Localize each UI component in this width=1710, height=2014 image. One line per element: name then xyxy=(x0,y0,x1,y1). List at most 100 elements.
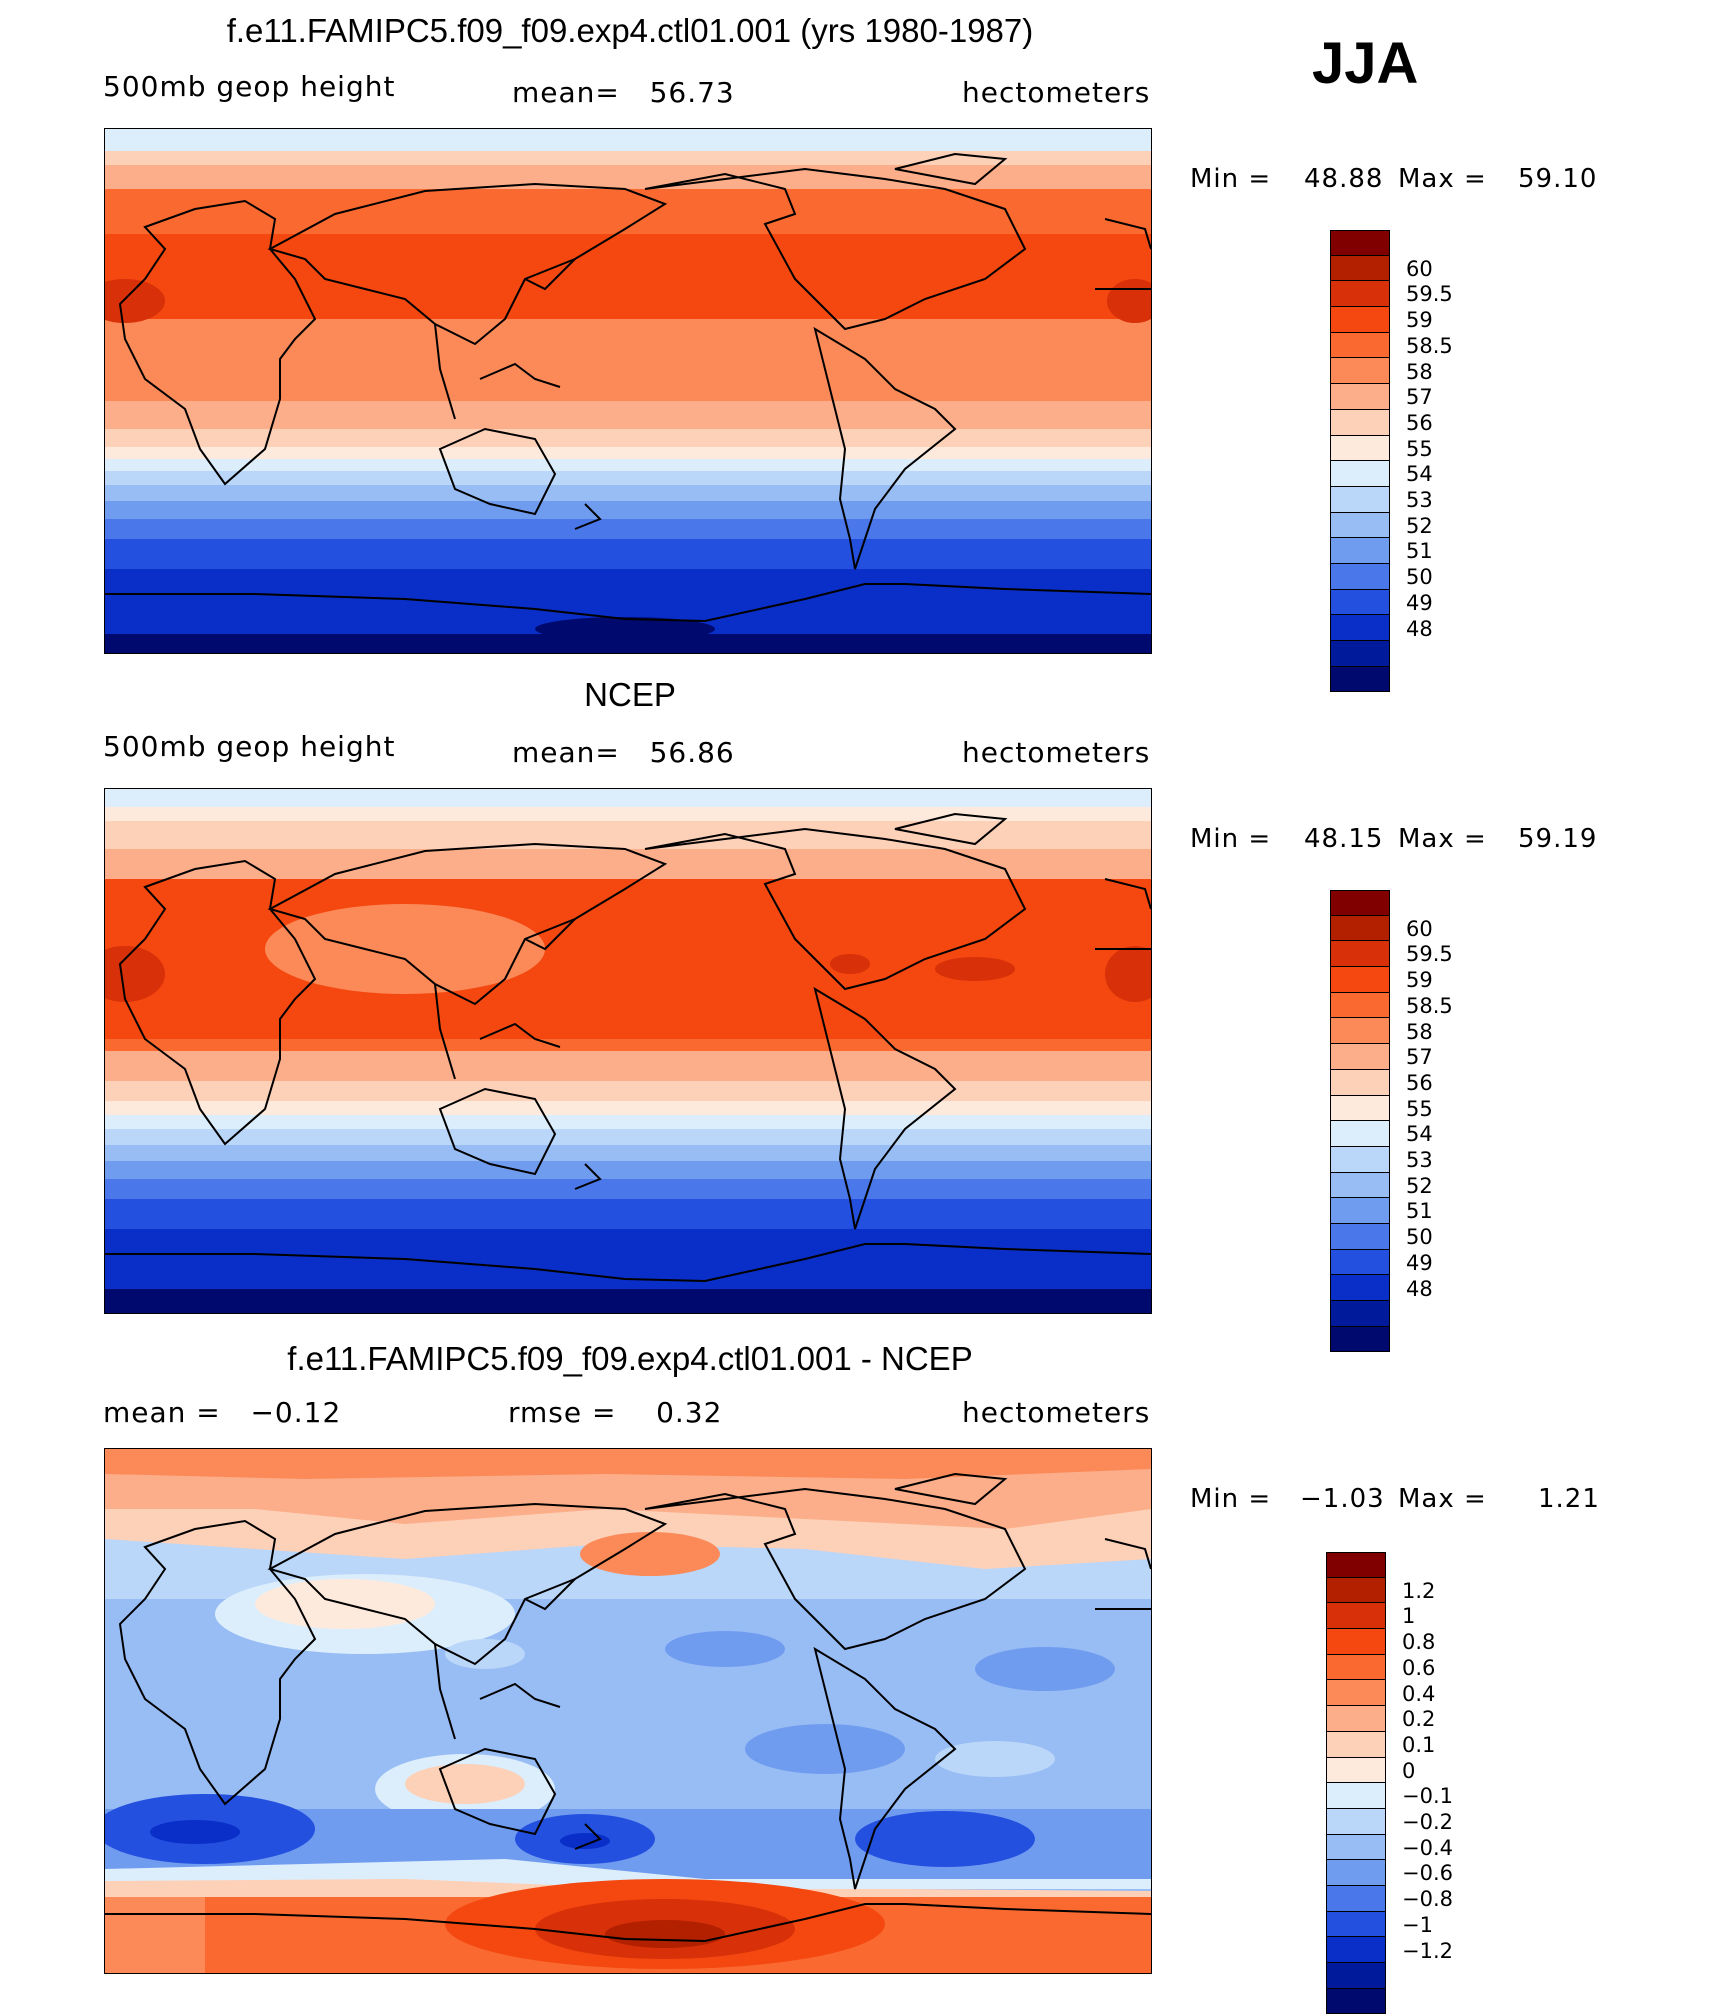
panel-obs-colorbar: 60 59.5 59 58.5 58 57 56 55 54 53 52 51 50 49 48 xyxy=(1330,890,1453,1353)
colorbar-swatch xyxy=(1330,992,1390,1019)
panel-model-max-label: Max = xyxy=(1398,164,1487,194)
colorbar-swatch xyxy=(1330,589,1390,616)
colorbar-swatch xyxy=(1330,384,1390,410)
colorbar-label: 60 xyxy=(1406,916,1433,941)
colorbar-swatch xyxy=(1330,307,1390,333)
panel-model-colorbar: 60 59.5 59 58.5 58 57 56 55 54 53 52 51 50 49 48 xyxy=(1330,230,1453,693)
colorbar-label: 49 xyxy=(1406,590,1433,615)
panel-obs-title: NCEP xyxy=(584,676,676,713)
panel-diff-map xyxy=(104,1448,1152,1974)
colorbar-swatch xyxy=(1330,1326,1390,1353)
colorbar-swatch xyxy=(1330,435,1390,462)
panel-obs-map-svg xyxy=(105,789,1151,1313)
colorbar-swatch xyxy=(1330,1275,1390,1301)
panel-obs-max-value: 59.19 xyxy=(1518,824,1598,854)
colorbar-label: −1 xyxy=(1402,1912,1433,1937)
colorbar-label: 55 xyxy=(1406,436,1433,461)
colorbar-label: 59.5 xyxy=(1406,942,1453,967)
colorbar-label: 0.8 xyxy=(1402,1630,1436,1655)
colorbar-swatch xyxy=(1330,1301,1390,1327)
colorbar-label: −0.4 xyxy=(1402,1835,1453,1860)
colorbar-label: −0.8 xyxy=(1402,1887,1453,1912)
panel-model-mean-label: mean= 56.73 xyxy=(512,76,735,109)
panel-diff-min-value: −1.03 xyxy=(1300,1484,1385,1514)
colorbar-label: −0.6 xyxy=(1402,1861,1453,1886)
panel-diff-colorbar: 1.2 1 0.8 0.6 0.4 0.2 0.1 0 −0.1 −0.2 −0.4 −0.6 −0.8… xyxy=(1326,1552,1453,2014)
colorbar-swatch xyxy=(1326,1988,1386,2014)
colorbar-swatch xyxy=(1330,941,1390,968)
colorbar-label: 0.2 xyxy=(1402,1707,1436,1732)
panel-model-max-value: 59.10 xyxy=(1518,164,1598,194)
colorbar-swatch xyxy=(1330,461,1390,487)
panel-obs-units-label: hectometers xyxy=(962,736,1151,769)
colorbar-label: 55 xyxy=(1406,1096,1433,1121)
colorbar-swatch xyxy=(1326,1860,1386,1886)
panel-diff-rmse-label: rmse = 0.32 xyxy=(508,1396,723,1429)
colorbar-label: 48 xyxy=(1406,616,1433,641)
colorbar-swatch xyxy=(1330,538,1390,564)
colorbar-label: 60 xyxy=(1406,256,1433,281)
colorbar-swatch xyxy=(1330,1198,1390,1224)
colorbar-label: 1.2 xyxy=(1402,1578,1436,1603)
panel-obs-max-label: Max = xyxy=(1398,824,1487,854)
panel-obs-field-label: 500mb geop height xyxy=(103,730,396,763)
colorbar-swatch xyxy=(1330,409,1390,436)
colorbar-swatch xyxy=(1330,1146,1390,1173)
panel-obs-min-value: 48.15 xyxy=(1304,824,1384,854)
season-label: JJA xyxy=(1312,31,1419,96)
colorbar-label: 0.4 xyxy=(1402,1681,1436,1706)
colorbar-label: 59 xyxy=(1406,308,1433,333)
colorbar-swatch xyxy=(1330,512,1390,539)
colorbar-swatch xyxy=(1326,1937,1386,1963)
panel-model-map xyxy=(104,128,1152,654)
colorbar-swatch xyxy=(1330,890,1390,916)
colorbar-swatch xyxy=(1326,1963,1386,1989)
panel-obs-min-label: Min = xyxy=(1190,824,1272,854)
colorbar-swatch xyxy=(1330,915,1390,942)
colorbar-label: 59.5 xyxy=(1406,282,1453,307)
colorbar-swatch xyxy=(1326,1757,1386,1784)
colorbar-swatch xyxy=(1330,281,1390,308)
colorbar-swatch xyxy=(1330,1223,1390,1250)
colorbar-label: 53 xyxy=(1406,488,1433,512)
colorbar-swatch xyxy=(1326,1577,1386,1604)
panel-diff-max-value: 1.21 xyxy=(1538,1484,1600,1514)
colorbar-swatch xyxy=(1330,563,1390,590)
colorbar-swatch xyxy=(1330,1018,1390,1045)
colorbar-swatch xyxy=(1326,1603,1386,1630)
colorbar-swatch xyxy=(1330,967,1390,993)
colorbar-label: 0.6 xyxy=(1402,1655,1436,1680)
colorbar-swatch xyxy=(1330,615,1390,641)
panel-model-field-label: 500mb geop height xyxy=(103,70,396,103)
colorbar-label: 52 xyxy=(1406,513,1433,538)
colorbar-label: 1 xyxy=(1402,1604,1416,1629)
colorbar-swatch xyxy=(1330,641,1390,667)
colorbar-swatch xyxy=(1326,1629,1386,1655)
colorbar-label: 58 xyxy=(1406,1019,1433,1044)
colorbar-swatch xyxy=(1326,1911,1386,1938)
colorbar-swatch xyxy=(1326,1808,1386,1835)
colorbar-label: 52 xyxy=(1406,1173,1433,1198)
panel-model-min-value: 48.88 xyxy=(1304,164,1384,194)
panel-diff-map-svg xyxy=(105,1449,1151,1973)
panel-diff-title: f.e11.FAMIPC5.f09_f09.exp4.ctl01.001 - N… xyxy=(287,1340,973,1377)
colorbar-label: −0.1 xyxy=(1402,1784,1453,1809)
colorbar-swatch xyxy=(1330,666,1390,693)
colorbar-label: 50 xyxy=(1406,565,1433,590)
panel-model-min-label: Min = xyxy=(1190,164,1272,194)
colorbar-label: −1.2 xyxy=(1402,1938,1453,1963)
colorbar-swatch xyxy=(1330,332,1390,359)
panel-diff-min-label: Min = xyxy=(1190,1484,1272,1514)
colorbar-swatch xyxy=(1330,486,1390,513)
panel-obs-mean-label: mean= 56.86 xyxy=(512,736,735,769)
colorbar-swatch xyxy=(1330,1121,1390,1147)
colorbar-label: 57 xyxy=(1406,385,1433,410)
panel-diff-units-label: hectometers xyxy=(962,1396,1151,1429)
colorbar-swatch xyxy=(1330,1044,1390,1070)
panel-model-title: f.e11.FAMIPC5.f09_f09.exp4.ctl01.001 (yr… xyxy=(226,12,1034,49)
colorbar-label: 59 xyxy=(1406,968,1433,993)
colorbar-swatch xyxy=(1330,1069,1390,1096)
colorbar-label: 50 xyxy=(1406,1225,1433,1250)
colorbar-label: 51 xyxy=(1406,1199,1433,1224)
colorbar-label: 51 xyxy=(1406,539,1433,564)
